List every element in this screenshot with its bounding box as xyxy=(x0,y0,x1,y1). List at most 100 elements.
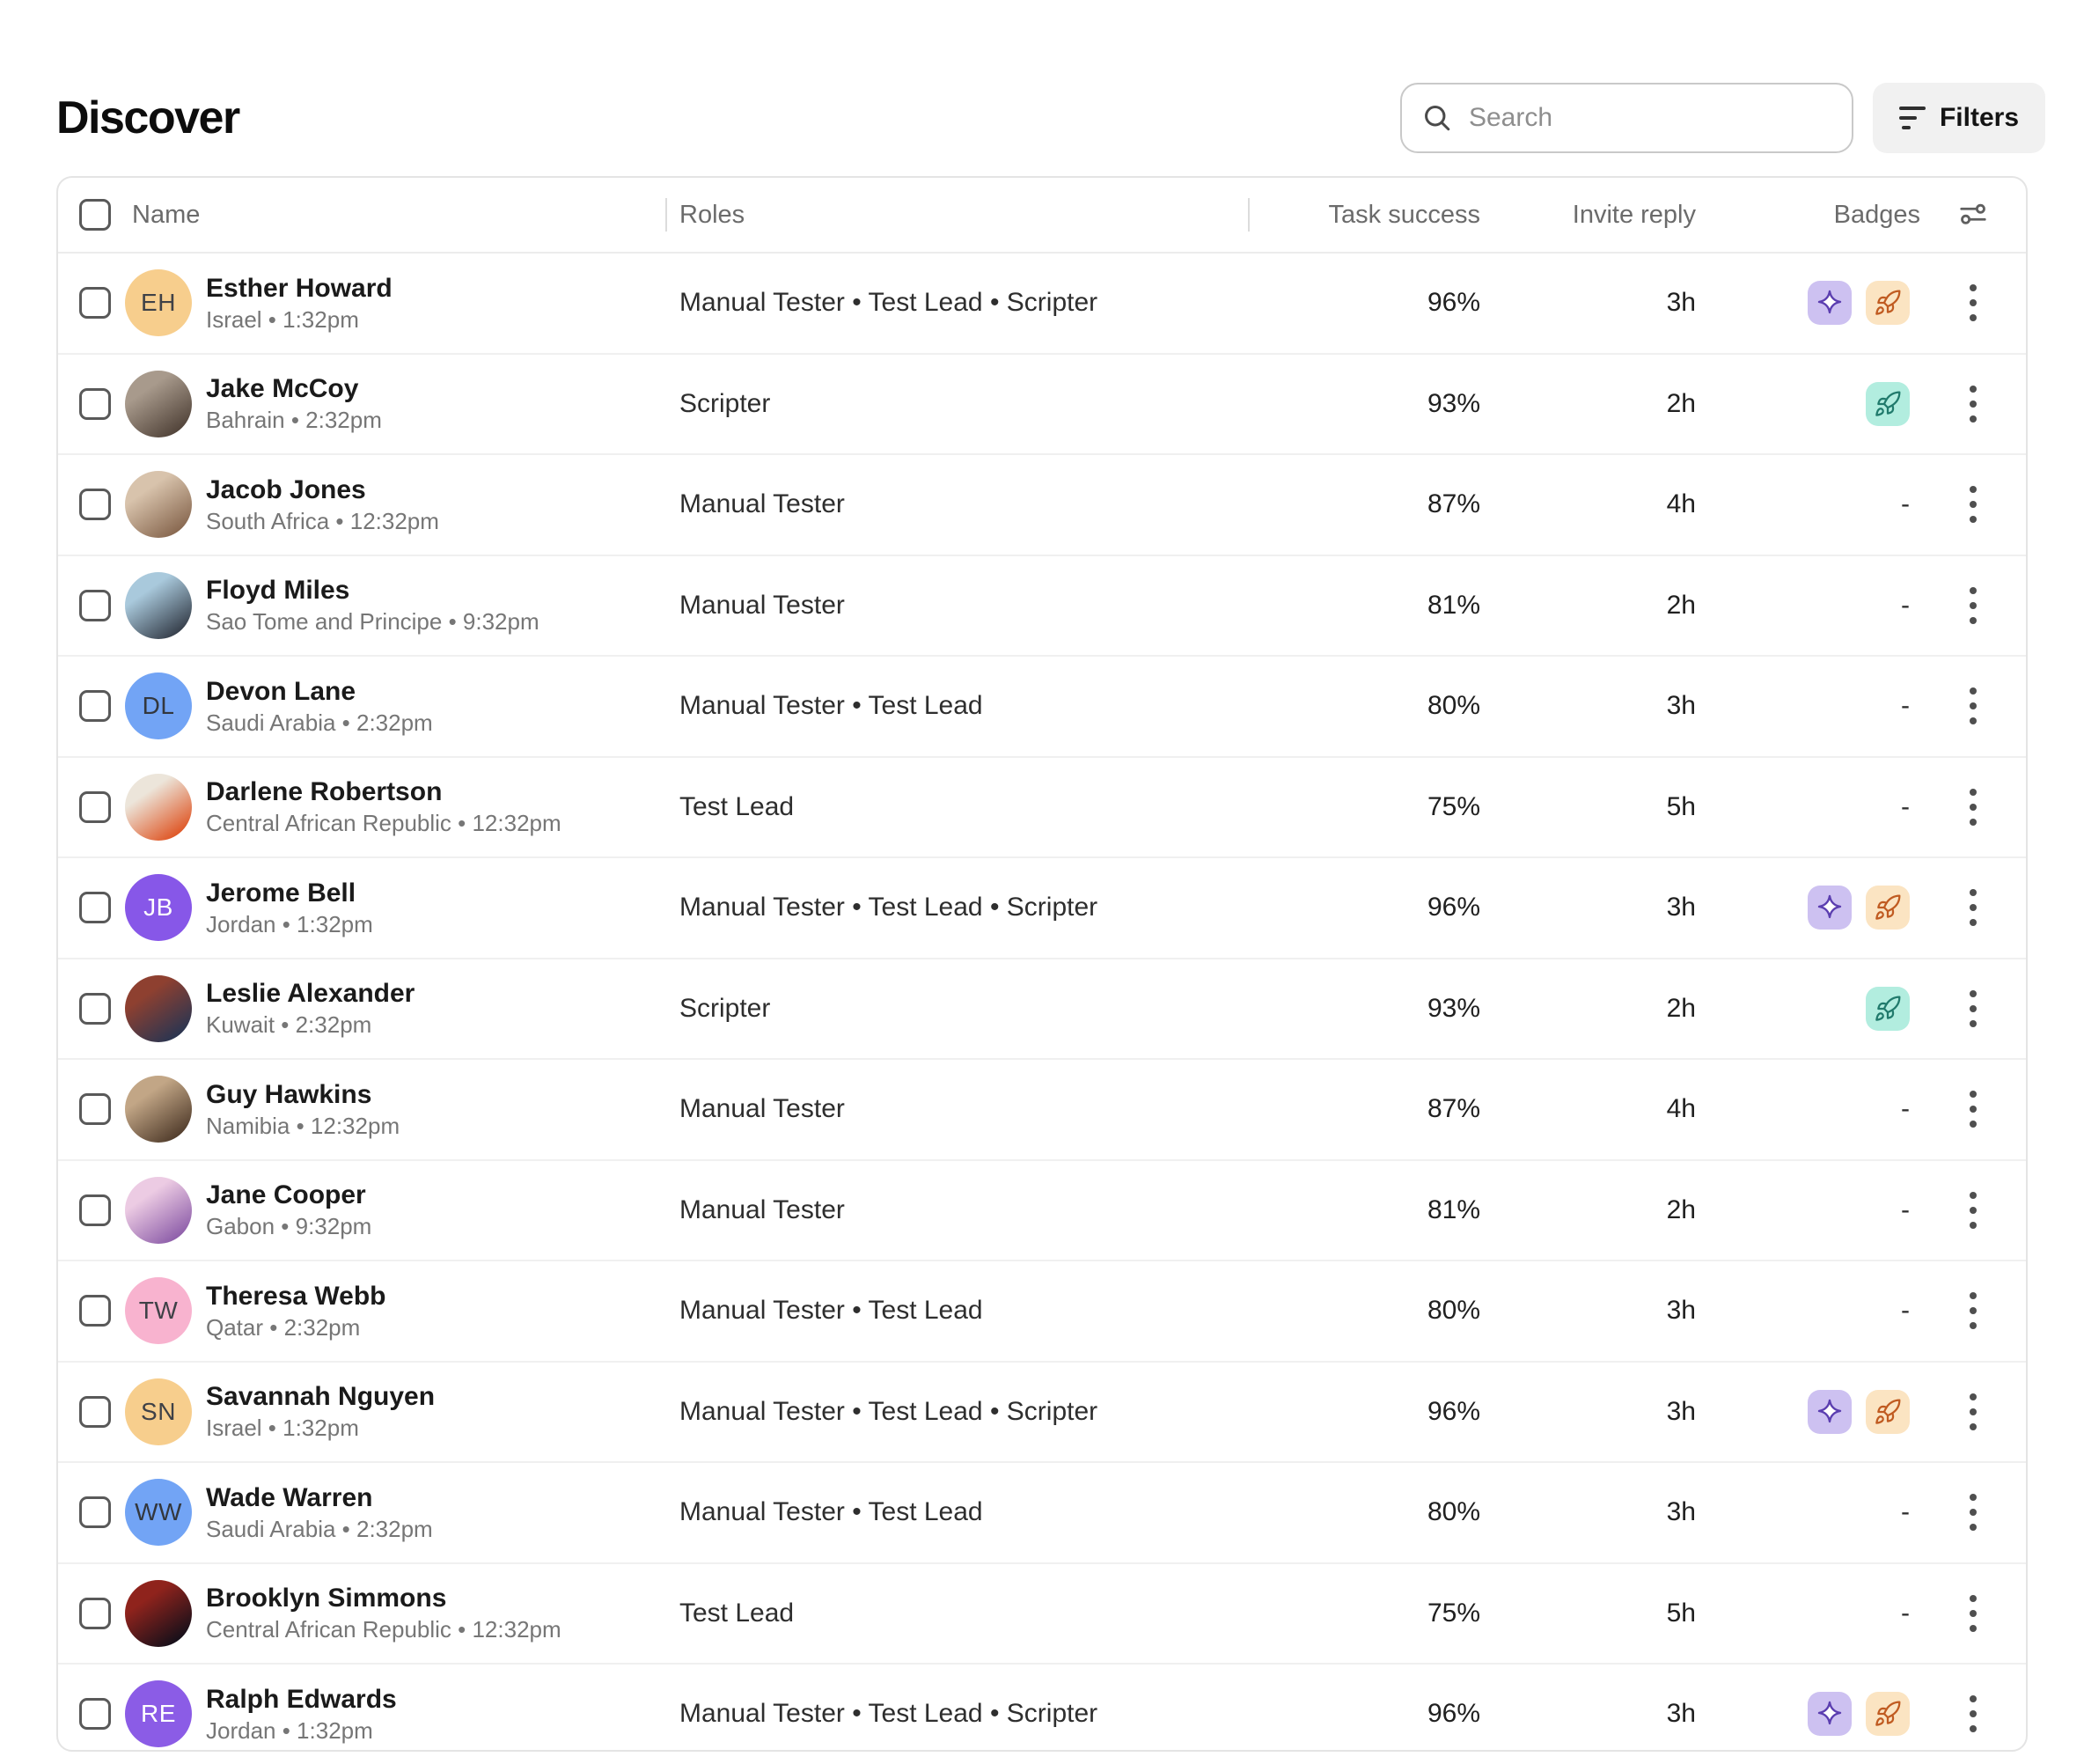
sparkle-badge-icon xyxy=(1808,1389,1852,1434)
invite-reply-value: 5h xyxy=(1666,791,1696,821)
search-icon xyxy=(1425,106,1450,131)
avatar: SN xyxy=(125,1378,192,1445)
row-menu-button[interactable] xyxy=(1947,276,2000,329)
person-location-time: Central African Republic • 12:32pm xyxy=(206,1616,561,1643)
no-badges-dash: - xyxy=(1901,1094,1910,1124)
row-menu-button[interactable] xyxy=(1947,1184,2000,1237)
roles-text: Manual Tester xyxy=(679,489,845,519)
row-menu-button[interactable] xyxy=(1947,781,2000,834)
task-success-value: 87% xyxy=(1427,489,1480,519)
invite-reply-value: 4h xyxy=(1666,489,1696,519)
task-success-value: 93% xyxy=(1427,388,1480,418)
row-checkbox[interactable] xyxy=(79,1194,111,1226)
task-success-value: 75% xyxy=(1427,1598,1480,1628)
table-row: Floyd Miles Sao Tome and Principe • 9:32p… xyxy=(58,556,2026,657)
no-badges-dash: - xyxy=(1901,1194,1910,1224)
table-row: SN Savannah Nguyen Israel • 1:32pm Manual T… xyxy=(58,1363,2026,1463)
row-checkbox[interactable] xyxy=(79,287,111,320)
row-checkbox[interactable] xyxy=(79,589,111,621)
row-menu-button[interactable] xyxy=(1947,680,2000,732)
avatar: DL xyxy=(125,673,192,740)
column-header-task-success: Task success xyxy=(1328,200,1480,229)
invite-reply-value: 3h xyxy=(1666,288,1696,318)
row-menu-button[interactable] xyxy=(1947,1083,2000,1136)
person-location-time: Jordan • 1:32pm xyxy=(206,910,373,937)
person-location-time: Saudi Arabia • 2:32pm xyxy=(206,709,433,736)
roles-text: Manual Tester • Test Lead • Scripter xyxy=(679,1699,1098,1729)
row-checkbox[interactable] xyxy=(79,489,111,521)
sparkle-badge-icon xyxy=(1808,1692,1852,1737)
task-success-value: 96% xyxy=(1427,893,1480,922)
person-name: Darlene Robertson xyxy=(206,777,443,807)
invite-reply-value: 2h xyxy=(1666,993,1696,1023)
avatar xyxy=(125,1579,192,1647)
row-checkbox[interactable] xyxy=(79,1093,111,1126)
column-settings-icon[interactable] xyxy=(1957,199,1989,231)
no-badges-dash: - xyxy=(1901,1296,1910,1326)
person-name: Jerome Bell xyxy=(206,878,356,908)
row-menu-button[interactable] xyxy=(1947,1284,2000,1337)
row-checkbox[interactable] xyxy=(79,387,111,420)
select-all-checkbox[interactable] xyxy=(79,199,111,231)
invite-reply-value: 3h xyxy=(1666,1396,1696,1426)
task-success-value: 80% xyxy=(1427,1296,1480,1326)
person-name: Jake McCoy xyxy=(206,374,359,404)
filters-button[interactable]: Filters xyxy=(1872,83,2045,153)
person-name: Jacob Jones xyxy=(206,474,366,504)
task-success-value: 80% xyxy=(1427,691,1480,721)
table-row: Brooklyn Simmons Central African Republic… xyxy=(58,1564,2026,1665)
row-checkbox[interactable] xyxy=(79,790,111,823)
filters-label: Filters xyxy=(1939,103,2019,132)
task-success-value: 96% xyxy=(1427,1396,1480,1426)
avatar xyxy=(125,974,192,1042)
roles-text: Test Lead xyxy=(679,1598,795,1628)
search-input[interactable] xyxy=(1466,102,1832,134)
row-menu-button[interactable] xyxy=(1947,1385,2000,1438)
row-menu-button[interactable] xyxy=(1947,1587,2000,1640)
person-location-time: Namibia • 12:32pm xyxy=(206,1112,400,1139)
row-menu-button[interactable] xyxy=(1947,1687,2000,1740)
invite-reply-value: 3h xyxy=(1666,1497,1696,1527)
page-title: Discover xyxy=(56,92,240,143)
person-location-time: Central African Republic • 12:32pm xyxy=(206,810,561,837)
roles-text: Manual Tester xyxy=(679,1094,845,1124)
search-box xyxy=(1399,83,1853,153)
no-badges-dash: - xyxy=(1901,1598,1910,1628)
no-badges-dash: - xyxy=(1901,1497,1910,1527)
avatar: TW xyxy=(125,1277,192,1345)
person-name: Devon Lane xyxy=(206,676,356,706)
row-menu-button[interactable] xyxy=(1947,1486,2000,1539)
person-name: Brooklyn Simmons xyxy=(206,1584,447,1613)
roles-text: Manual Tester • Test Lead • Scripter xyxy=(679,288,1098,318)
row-checkbox[interactable] xyxy=(79,1295,111,1327)
row-menu-button[interactable] xyxy=(1947,478,2000,531)
row-checkbox[interactable] xyxy=(79,1395,111,1428)
row-checkbox[interactable] xyxy=(79,1698,111,1731)
row-checkbox[interactable] xyxy=(79,892,111,924)
roles-text: Manual Tester • Test Lead • Scripter xyxy=(679,1396,1098,1426)
row-checkbox[interactable] xyxy=(79,992,111,1025)
row-menu-button[interactable] xyxy=(1947,579,2000,632)
invite-reply-value: 3h xyxy=(1666,1699,1696,1729)
task-success-value: 96% xyxy=(1427,288,1480,318)
row-checkbox[interactable] xyxy=(79,1597,111,1629)
invite-reply-value: 3h xyxy=(1666,893,1696,922)
roles-text: Scripter xyxy=(679,388,771,418)
task-success-value: 80% xyxy=(1427,1497,1480,1527)
table-row: Jacob Jones South Africa • 12:32pm Manual … xyxy=(58,455,2026,556)
row-menu-button[interactable] xyxy=(1947,982,2000,1035)
row-checkbox[interactable] xyxy=(79,690,111,723)
invite-reply-value: 2h xyxy=(1666,1194,1696,1224)
row-menu-button[interactable] xyxy=(1947,378,2000,430)
column-header-invite-reply: Invite reply xyxy=(1572,200,1696,229)
row-checkbox[interactable] xyxy=(79,1496,111,1529)
row-menu-button[interactable] xyxy=(1947,881,2000,934)
avatar: RE xyxy=(125,1680,192,1748)
task-success-value: 93% xyxy=(1427,993,1480,1023)
person-location-time: Jordan • 1:32pm xyxy=(206,1716,373,1744)
person-name: Theresa Webb xyxy=(206,1281,386,1311)
person-location-time: Qatar • 2:32pm xyxy=(206,1313,361,1341)
task-success-value: 87% xyxy=(1427,1094,1480,1124)
rocket-badge-icon xyxy=(1866,381,1910,426)
column-header-roles: Roles xyxy=(679,200,745,229)
